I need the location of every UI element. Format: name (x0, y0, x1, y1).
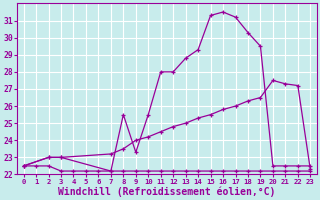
X-axis label: Windchill (Refroidissement éolien,°C): Windchill (Refroidissement éolien,°C) (58, 186, 276, 197)
